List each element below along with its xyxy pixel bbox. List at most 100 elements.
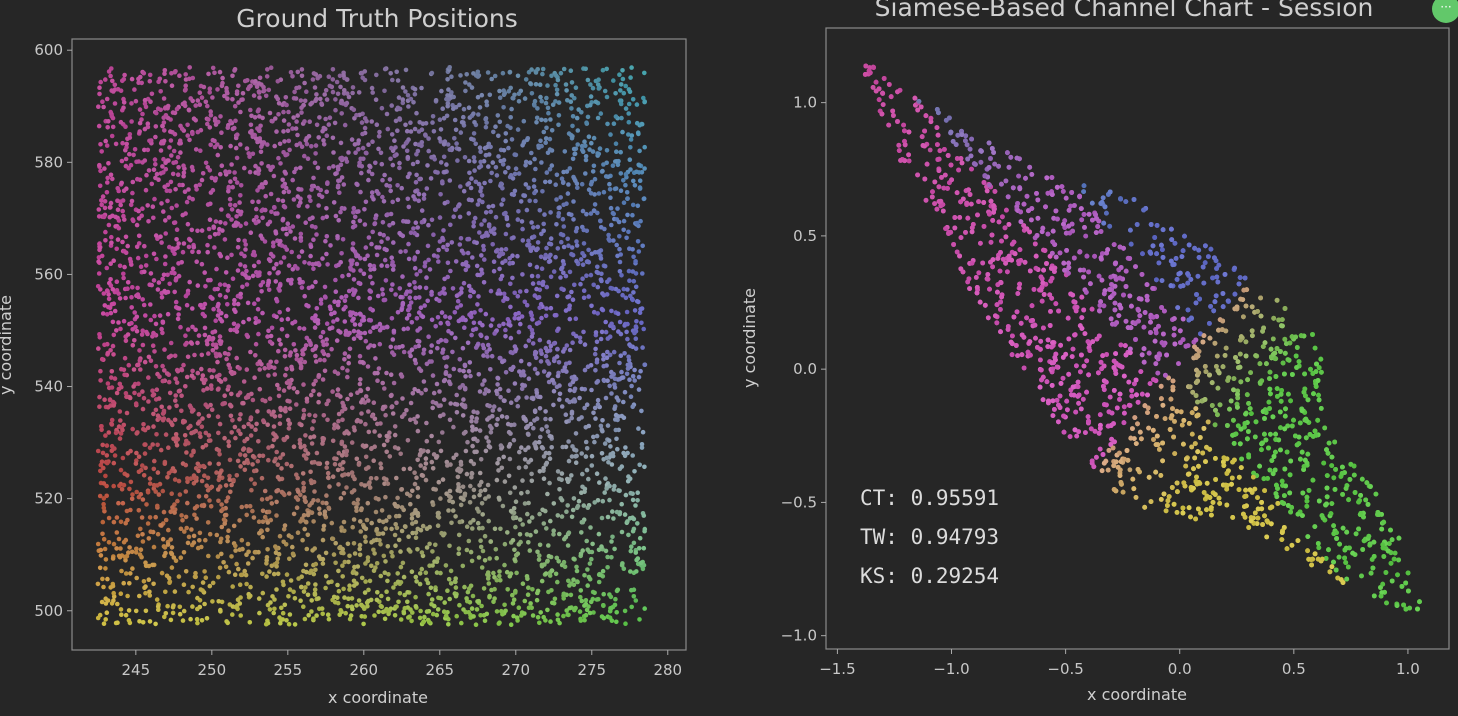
data-point xyxy=(457,242,463,247)
data-point xyxy=(540,189,545,194)
data-point xyxy=(229,391,234,397)
data-point xyxy=(508,335,514,341)
data-point xyxy=(200,416,205,421)
data-point xyxy=(406,204,412,210)
data-point xyxy=(110,124,116,130)
data-point xyxy=(635,521,640,526)
data-point xyxy=(594,360,600,365)
data-point xyxy=(551,388,557,394)
data-point xyxy=(421,347,427,353)
data-point xyxy=(297,437,303,443)
data-point xyxy=(604,94,610,100)
data-point xyxy=(238,142,243,147)
data-point xyxy=(413,574,419,580)
data-point xyxy=(422,303,428,308)
data-point xyxy=(123,124,128,129)
data-point xyxy=(384,449,390,455)
data-point xyxy=(203,575,209,580)
data-point xyxy=(210,65,216,71)
data-point xyxy=(458,317,464,322)
data-point xyxy=(222,401,228,406)
data-point xyxy=(146,536,152,541)
data-point xyxy=(239,537,245,543)
data-point xyxy=(182,433,188,438)
data-point xyxy=(629,604,634,610)
data-point xyxy=(399,374,405,379)
data-point xyxy=(103,138,108,144)
data-point xyxy=(413,295,418,301)
data-point xyxy=(238,212,243,217)
data-point xyxy=(294,472,299,478)
data-point xyxy=(563,273,569,279)
data-point xyxy=(366,169,372,174)
data-point xyxy=(382,257,388,263)
data-point xyxy=(636,249,642,254)
data-point xyxy=(248,122,254,128)
data-point xyxy=(147,72,153,78)
data-point xyxy=(395,105,401,111)
data-point xyxy=(416,142,422,147)
data-point xyxy=(313,353,318,359)
data-point xyxy=(516,316,522,321)
data-point xyxy=(594,339,600,345)
data-point xyxy=(171,603,176,608)
data-point xyxy=(500,162,506,167)
data-point xyxy=(199,503,205,508)
data-point xyxy=(359,170,364,176)
data-point xyxy=(642,464,647,470)
data-point xyxy=(275,462,281,468)
data-point xyxy=(156,396,162,401)
data-point xyxy=(338,100,344,106)
data-point xyxy=(375,590,380,595)
data-point xyxy=(183,342,188,347)
data-point xyxy=(282,602,288,608)
data-point xyxy=(177,73,182,78)
data-point xyxy=(569,454,575,459)
data-point xyxy=(196,411,202,417)
data-point xyxy=(554,197,559,202)
data-point xyxy=(388,71,394,76)
data-point xyxy=(248,448,253,453)
data-point xyxy=(423,285,429,291)
data-point xyxy=(284,231,289,237)
data-point xyxy=(478,163,484,169)
data-point xyxy=(350,224,356,230)
data-point xyxy=(186,107,192,113)
data-point xyxy=(341,460,346,465)
data-point xyxy=(411,226,416,231)
data-point xyxy=(207,217,213,222)
data-point xyxy=(535,273,541,279)
data-point xyxy=(523,182,529,187)
data-point xyxy=(608,452,613,457)
data-point xyxy=(491,129,496,135)
data-point xyxy=(614,509,620,515)
data-point xyxy=(456,482,461,487)
data-point xyxy=(332,461,338,467)
data-point xyxy=(579,451,584,456)
data-point xyxy=(153,364,159,369)
data-point xyxy=(512,547,517,553)
data-point xyxy=(310,77,316,82)
data-point xyxy=(151,251,157,257)
data-point xyxy=(395,197,401,203)
data-point xyxy=(245,300,251,306)
data-point xyxy=(492,73,498,79)
data-point xyxy=(245,561,251,566)
data-point xyxy=(317,511,323,516)
data-point xyxy=(547,258,553,264)
data-point xyxy=(103,433,108,438)
data-point xyxy=(414,579,419,584)
data-point xyxy=(415,414,420,419)
data-point xyxy=(121,275,126,281)
data-point xyxy=(163,589,168,595)
data-point xyxy=(161,138,167,144)
data-point xyxy=(515,127,521,132)
data-point xyxy=(322,368,328,374)
data-point xyxy=(474,240,480,246)
data-point xyxy=(373,97,379,102)
data-point xyxy=(404,289,410,295)
data-point xyxy=(438,337,444,343)
data-point xyxy=(103,77,108,82)
data-point xyxy=(234,329,240,334)
data-point xyxy=(445,260,451,266)
